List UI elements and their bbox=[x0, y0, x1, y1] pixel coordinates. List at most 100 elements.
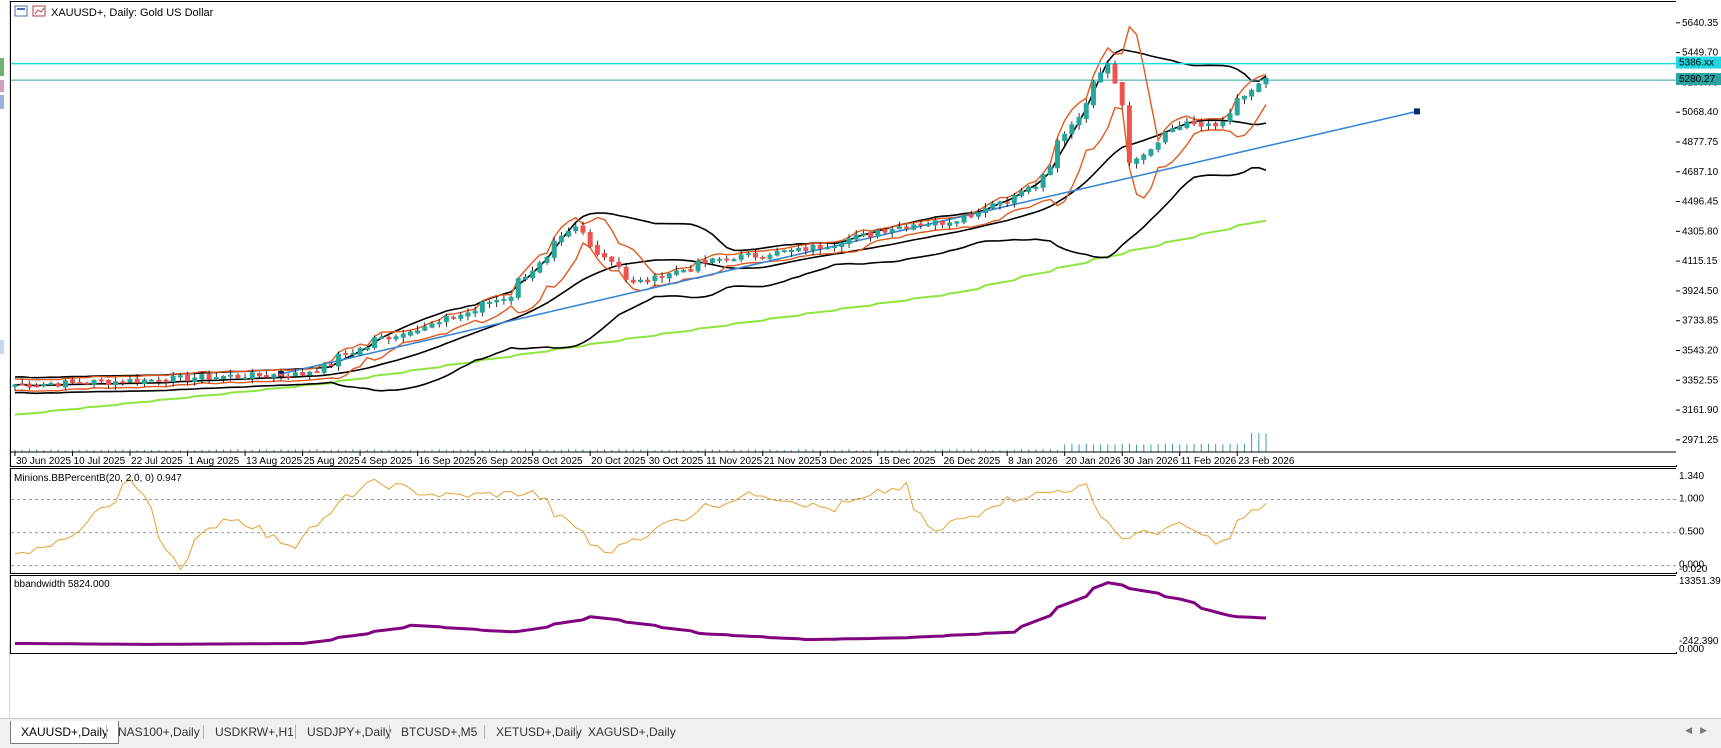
volume-bar bbox=[1049, 448, 1051, 452]
date-label: 1 Aug 2025 bbox=[189, 456, 240, 466]
date-label: 30 Oct 2025 bbox=[649, 456, 704, 466]
percentb-line bbox=[14, 478, 1267, 571]
volume-bar bbox=[431, 449, 433, 452]
chart-tab-xauusd-daily[interactable]: XAUUSD+,Daily bbox=[10, 721, 120, 744]
candle-body bbox=[328, 363, 334, 367]
price-label: 3924.50 bbox=[1682, 286, 1719, 297]
candle-body bbox=[638, 279, 643, 283]
candle-body bbox=[573, 226, 579, 232]
candle-body bbox=[1184, 121, 1190, 128]
percentb-axis-label: 0.500 bbox=[1679, 527, 1704, 538]
volume-bar bbox=[266, 449, 268, 452]
candle-body bbox=[1134, 158, 1140, 164]
candle-body bbox=[724, 258, 730, 261]
bandwidth-label: bbandwidth 5824.000 bbox=[14, 579, 110, 590]
candle-body bbox=[170, 375, 176, 383]
candle-body bbox=[156, 379, 162, 382]
chart-window-icon[interactable] bbox=[14, 5, 28, 17]
volume-bar bbox=[539, 448, 541, 452]
volume-bar bbox=[1071, 443, 1073, 452]
candle-body bbox=[1004, 201, 1010, 204]
tab-scroll-arrows[interactable]: ◀▶ bbox=[1685, 725, 1715, 735]
candle-body bbox=[508, 296, 514, 301]
volume-bar bbox=[1243, 443, 1245, 452]
candle-body bbox=[487, 301, 493, 304]
volume-bar bbox=[417, 449, 419, 452]
chart-tab-btcusd-m5[interactable]: BTCUSD+,M5 bbox=[401, 725, 478, 739]
candle-body bbox=[221, 376, 226, 380]
chart-tab-bar: XAUUSD+,Daily NAS100+,Daily USDKRW+,H1 USDJ… bbox=[0, 718, 1721, 748]
candle-body bbox=[1234, 98, 1240, 116]
price-axis[interactable]: 5640.355449.705259.055068.404877.754687.… bbox=[1676, 1, 1721, 465]
volume-bar bbox=[812, 449, 814, 452]
moving-average-line bbox=[14, 219, 1267, 416]
candle-body bbox=[580, 225, 586, 233]
volume-bar bbox=[596, 449, 598, 452]
candle-body bbox=[336, 353, 342, 367]
candle-body bbox=[163, 379, 169, 383]
bollinger-bands bbox=[14, 25, 1267, 395]
chart-tab-nas100-daily[interactable]: NAS100+,Daily bbox=[118, 725, 200, 739]
volume-bar bbox=[122, 449, 124, 452]
strip-mark-pink bbox=[0, 80, 4, 92]
percentb-svg: Minions.BBPercentB(20, 2.0, 0) 0.947 bbox=[11, 473, 1676, 571]
candle-body bbox=[947, 222, 953, 226]
candle-body bbox=[1019, 190, 1025, 197]
bandwidth-axis-label: -242.390 bbox=[1679, 636, 1719, 647]
chart-tab-xagusd-daily[interactable]: XAGUSD+,Daily bbox=[588, 725, 676, 739]
chart-tab-usdkrw-h1[interactable]: USDKRW+,H1 bbox=[215, 725, 294, 739]
bandwidth-panel[interactable]: bbandwidth 5824.000 bbox=[10, 575, 1677, 654]
volume-bar bbox=[409, 449, 411, 452]
candle-body bbox=[925, 223, 931, 227]
percentb-panel[interactable]: Minions.BBPercentB(20, 2.0, 0) 0.947 bbox=[10, 468, 1677, 574]
volume-bar bbox=[1251, 432, 1253, 452]
volume-bar bbox=[891, 450, 893, 452]
volume-bar bbox=[151, 450, 153, 452]
volume-bar bbox=[258, 449, 260, 452]
volume-bar bbox=[1006, 449, 1008, 452]
price-label: 4687.10 bbox=[1682, 167, 1719, 178]
candle-body bbox=[458, 314, 464, 319]
volume-bar bbox=[755, 449, 757, 452]
candle-body bbox=[709, 258, 715, 264]
candle-body bbox=[954, 221, 960, 224]
main-chart-panel[interactable]: 30 Jun 2025 10 Jul 2025 22 Jul 2025 1 Aug 2… bbox=[10, 1, 1677, 467]
volume-bar bbox=[158, 450, 160, 452]
candle-body bbox=[1069, 124, 1075, 135]
candle-body bbox=[393, 336, 399, 340]
chart-tab-xetusd-daily[interactable]: XETUSD+,Daily bbox=[496, 725, 582, 739]
percentb-label: Minions.BBPercentB(20, 2.0, 0) 0.947 bbox=[14, 473, 182, 484]
volume-bar bbox=[769, 449, 771, 452]
candle-body bbox=[1141, 154, 1147, 160]
candle-body bbox=[695, 260, 701, 272]
candle-body bbox=[242, 377, 248, 380]
candle-body bbox=[120, 381, 126, 384]
candle-body bbox=[271, 374, 277, 378]
candle-body bbox=[41, 383, 47, 387]
price-label: 4115.15 bbox=[1682, 256, 1718, 267]
volume-bar bbox=[107, 449, 109, 452]
volume-bar bbox=[1078, 444, 1080, 452]
price-label: 3733.85 bbox=[1682, 316, 1719, 327]
volume-bar bbox=[790, 450, 792, 452]
volume-bar bbox=[273, 449, 275, 452]
chart-tab-usdjpy-daily[interactable]: USDJPY+,Daily bbox=[307, 725, 392, 739]
volume-bar bbox=[532, 449, 534, 452]
candle-body bbox=[494, 299, 500, 303]
volume-bar bbox=[1114, 444, 1116, 452]
volume-bar bbox=[898, 449, 900, 452]
candle-body bbox=[760, 256, 766, 259]
candle-body bbox=[1263, 77, 1269, 85]
volume-bars bbox=[14, 432, 1267, 452]
percentb-axis-label: 0.000 bbox=[1679, 560, 1704, 571]
volume-bar bbox=[93, 450, 95, 452]
volume-bar bbox=[611, 449, 613, 452]
candle-body bbox=[213, 377, 219, 381]
candle-body bbox=[400, 333, 406, 338]
candle-body bbox=[127, 379, 133, 383]
volume-bar bbox=[323, 450, 325, 452]
candle-body bbox=[616, 261, 622, 268]
candle-body bbox=[652, 275, 658, 282]
candle-body bbox=[264, 375, 270, 378]
